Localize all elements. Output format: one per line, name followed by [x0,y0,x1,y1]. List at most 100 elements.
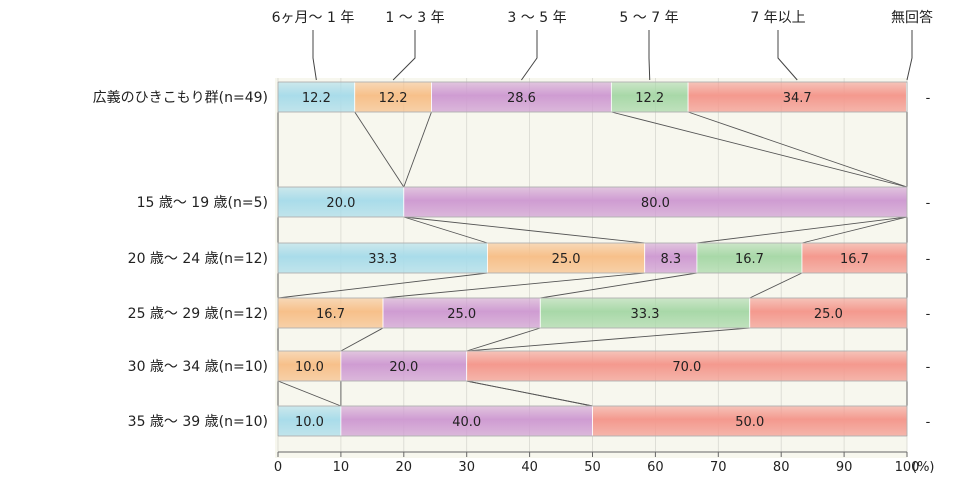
bar-segment [403,186,908,218]
bar-segment [749,297,908,329]
connector-line [540,272,697,299]
x-tick-label: 10 [333,460,350,475]
bar-value-label: 12.2 [635,91,664,106]
connector-line [801,216,908,244]
legend: 6ヶ月～ 1 年 1 ～ 3 年 3 ～ 5 年 5 ～ 7 年 7 年以上 無回答 [272,9,933,81]
legend-label: 5 ～ 7 年 [619,10,678,26]
no-answer-label: - [926,196,931,211]
bar-value-label: 34.7 [783,91,812,106]
connector-line [403,111,432,188]
bar-value-label: 16.7 [316,307,345,322]
legend-leader-line [777,30,798,81]
bar-value-label: 25.0 [814,307,843,322]
bar-segment [277,350,342,382]
bar-outline [277,297,908,329]
bar-value-label: 12.2 [302,91,331,106]
bar-value-label: 16.7 [840,252,869,267]
category-label: 25 歳～ 29 歳(n=12) [128,306,268,322]
category-label: 広義のひきこもり群(n=49) [93,89,268,106]
bar-value-label: 50.0 [735,415,764,430]
x-tick-label: 50 [584,460,601,475]
x-tick-label: 70 [710,460,727,475]
bar-segment [801,242,908,274]
x-tick-label: 0 [274,460,282,475]
connector-line [354,111,405,188]
connector-line [277,380,342,407]
bar-segment [277,297,384,329]
legend-label: 無回答 [891,9,933,26]
x-axis: 0 10 20 30 40 50 60 70 80 90 100 [274,451,920,475]
bar-outline [277,405,908,437]
legend-label: 6ヶ月～ 1 年 [272,10,355,26]
connector-line [466,380,593,407]
legend-leader-line [648,30,651,81]
legend-label: 1 ～ 3 年 [385,10,444,26]
x-tick-label: 60 [647,460,664,475]
bar-value-label: 25.0 [447,307,476,322]
bar-value-label: 16.7 [735,252,764,267]
x-axis-unit: (%) [912,460,935,475]
bar-segment [277,242,488,274]
connector-line [340,327,384,352]
legend-leader-line [392,30,416,81]
legend-leader-line [521,30,538,81]
bar-value-label: 12.2 [379,91,408,106]
bar-segment [644,242,698,274]
bar-value-label: 20.0 [389,360,418,375]
legend-label: 3 ～ 5 年 [507,10,566,26]
bar-outline [277,81,908,113]
connector-line [611,111,908,188]
connector-line [403,216,645,244]
x-tick-label: 20 [396,460,413,475]
bar-segment [354,81,432,113]
category-label: 30 歳～ 34 歳(n=10) [128,359,268,375]
connector-line [277,272,488,299]
connector-lines [277,111,908,407]
bar-value-label: 80.0 [641,196,670,211]
legend-leader-line [906,30,913,81]
bar-value-label: 70.0 [672,360,701,375]
bar-segment [610,81,689,113]
bar-outline [277,350,908,382]
legend-leader-line [312,30,317,81]
no-answer-label: - [926,91,931,106]
bar-segment [539,297,751,329]
x-tick-label: 80 [773,460,790,475]
connector-line [383,272,645,299]
no-answer-label: - [926,415,931,430]
legend-label: 7 年以上 [750,10,805,26]
bar-outline [277,242,908,274]
x-tick-label: 40 [521,460,538,475]
bar-segment [277,405,342,437]
x-tick-label: 100 [895,460,920,475]
row-labels: 広義のひきこもり群(n=49) 15 歳～ 19 歳(n=5) 20 歳～ 24 歳… [93,89,268,430]
x-tick-label: 30 [458,460,475,475]
bar-segment [687,81,907,113]
connector-line [466,327,541,352]
bar-segment [382,297,541,329]
category-label: 15 歳～ 19 歳(n=5) [137,195,268,211]
category-label: 35 歳～ 39 歳(n=10) [128,414,268,430]
connector-line [749,272,803,299]
bar-segment [487,242,646,274]
bars: 12.2 12.2 28.6 12.2 34.7 - 20.0 80.0 - 33.3 25.0 8.… [277,81,931,437]
bar-value-label: 40.0 [452,415,481,430]
bar-segment [340,405,593,437]
bar-segment [277,186,405,218]
bar-value-label: 20.0 [326,196,355,211]
bar-value-label: 8.3 [660,252,681,267]
no-answer-label: - [926,360,931,375]
bar-segment [466,350,908,382]
bar-value-label: 25.0 [552,252,581,267]
bar-value-label: 33.3 [368,252,397,267]
connector-line [696,216,908,244]
connector-line [687,111,908,188]
x-tick-label: 90 [836,460,853,475]
connector-line [403,216,488,244]
bar-value-label: 28.6 [507,91,536,106]
bar-value-label: 10.0 [295,360,324,375]
connector-line [466,327,750,352]
bar-value-label: 33.3 [631,307,660,322]
bar-outline [277,186,908,218]
